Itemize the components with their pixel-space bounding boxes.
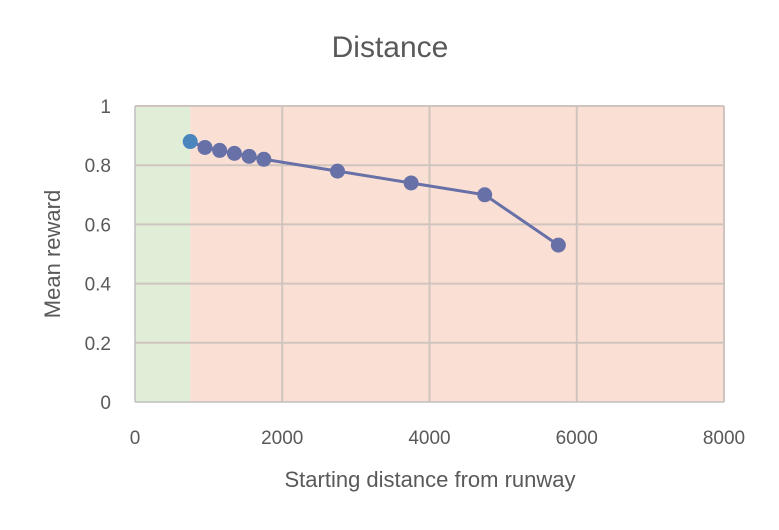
- data-point: [197, 139, 213, 155]
- shaded-region-2: [190, 106, 724, 402]
- y-tick-label: 0.2: [85, 334, 111, 355]
- x-tick-label: 8000: [703, 428, 745, 449]
- y-tick-labels: 0 0.2 0.4 0.6 0.8 1: [85, 97, 112, 414]
- y-tick-label: 0.6: [85, 215, 111, 236]
- axes: [134, 106, 724, 403]
- data-point: [241, 148, 257, 164]
- series-line: [189, 140, 560, 247]
- x-tick-label: 0: [130, 428, 141, 449]
- x-tick-label: 4000: [408, 428, 450, 449]
- data-point: [226, 145, 242, 161]
- y-tick-label: 1: [100, 97, 111, 118]
- shaded-regions: [135, 106, 724, 402]
- data-point: [256, 151, 272, 167]
- x-tick-labels: 0 2000 4000 6000 8000: [130, 428, 745, 449]
- y-axis-label: Mean reward: [40, 190, 65, 318]
- chart-title: Distance: [332, 31, 449, 64]
- gridlines: [135, 105, 725, 402]
- data-point: [329, 163, 345, 179]
- x-tick-label: 2000: [261, 428, 303, 449]
- data-point: [550, 237, 566, 253]
- y-tick-label: 0.4: [85, 275, 112, 296]
- data-point: [212, 142, 228, 158]
- data-point: [477, 187, 493, 203]
- y-tick-label: 0.8: [85, 156, 111, 177]
- series: [182, 134, 566, 253]
- data-point: [182, 134, 198, 150]
- x-tick-label: 6000: [556, 428, 598, 449]
- shaded-region-1: [135, 106, 191, 402]
- data-point: [403, 175, 419, 191]
- y-tick-label: 0: [100, 393, 111, 414]
- x-axis-label: Starting distance from runway: [284, 467, 575, 492]
